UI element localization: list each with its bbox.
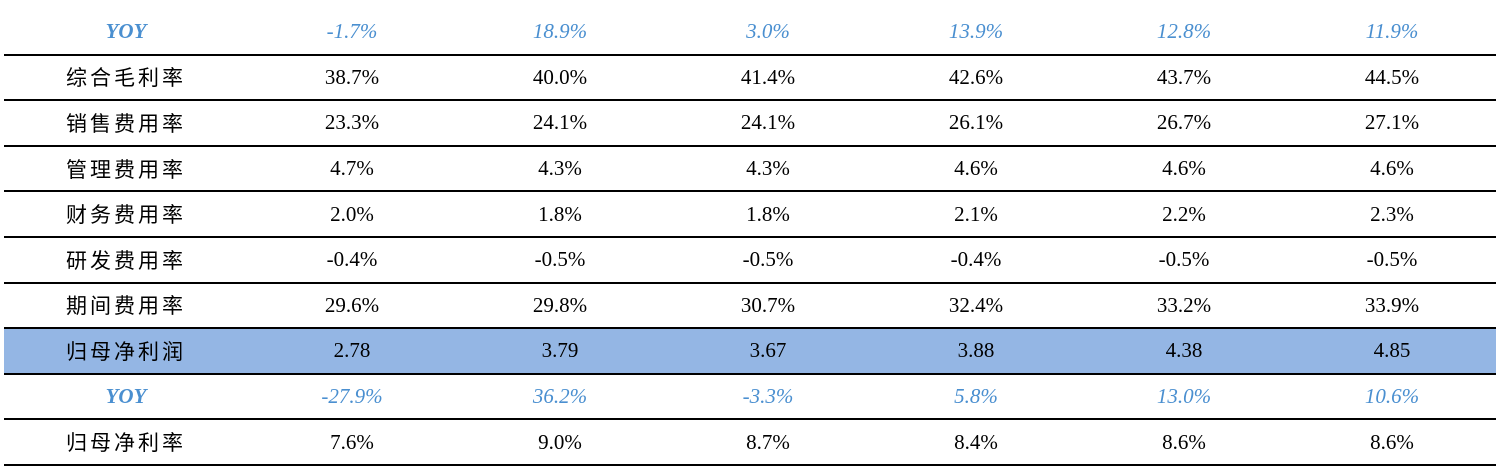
- table-cell: 3.88: [872, 328, 1080, 375]
- table-cell: 40.0%: [456, 54, 664, 102]
- table-cell: 18.9%: [456, 9, 664, 56]
- table-row: 销售费用率 23.3% 24.1% 24.1% 26.1% 26.7% 27.1%: [4, 100, 1496, 147]
- financial-ratio-table: YOY -1.7% 18.9% 3.0% 13.9% 12.8% 11.9% 综合毛利率 38.…: [4, 9, 1496, 466]
- table-cell: 4.38: [1080, 328, 1288, 375]
- table-cell: 13.9%: [872, 9, 1080, 56]
- table-cell: 7.6%: [248, 419, 456, 466]
- row-label: 管理费用率: [4, 145, 248, 193]
- table-cell: -0.4%: [872, 236, 1080, 284]
- table-cell: 4.85: [1288, 328, 1496, 375]
- table-cell: 38.7%: [248, 54, 456, 102]
- table-cell: 33.2%: [1080, 282, 1288, 330]
- table-cell: 1.8%: [664, 191, 872, 238]
- table-cell: 43.7%: [1080, 54, 1288, 102]
- table-cell: 4.6%: [872, 145, 1080, 193]
- highlighted-table-row: 归母净利润 2.78 3.79 3.67 3.88 4.38 4.85: [4, 328, 1496, 375]
- table-cell: 36.2%: [456, 373, 664, 421]
- table-cell: -0.5%: [1288, 236, 1496, 284]
- table-cell: 9.0%: [456, 419, 664, 466]
- table-cell: 13.0%: [1080, 373, 1288, 421]
- table-cell: 4.3%: [664, 145, 872, 193]
- table-cell: 24.1%: [456, 100, 664, 147]
- table-cell: 29.8%: [456, 282, 664, 330]
- row-label: 综合毛利率: [4, 54, 248, 102]
- table-cell: -0.5%: [664, 236, 872, 284]
- table-cell: 2.0%: [248, 191, 456, 238]
- row-label: 归母净利润: [4, 328, 248, 375]
- table-cell: 2.1%: [872, 191, 1080, 238]
- table-cell: 24.1%: [664, 100, 872, 147]
- yoy-row: YOY -27.9% 36.2% -3.3% 5.8% 13.0% 10.6%: [4, 373, 1496, 421]
- row-label: 研发费用率: [4, 236, 248, 284]
- table-cell: 33.9%: [1288, 282, 1496, 330]
- table-row: 期间费用率 29.6% 29.8% 30.7% 32.4% 33.2% 33.9%: [4, 282, 1496, 330]
- table-cell: 32.4%: [872, 282, 1080, 330]
- table-cell: 2.2%: [1080, 191, 1288, 238]
- table-cell: 5.8%: [872, 373, 1080, 421]
- table-cell: -1.7%: [248, 9, 456, 56]
- table-cell: 3.79: [456, 328, 664, 375]
- table-cell: 26.1%: [872, 100, 1080, 147]
- table-row: 综合毛利率 38.7% 40.0% 41.4% 42.6% 43.7% 44.5%: [4, 54, 1496, 102]
- table-cell: 23.3%: [248, 100, 456, 147]
- table-cell: 3.67: [664, 328, 872, 375]
- table-cell: 2.3%: [1288, 191, 1496, 238]
- table-cell: -0.4%: [248, 236, 456, 284]
- table-cell: 4.6%: [1080, 145, 1288, 193]
- table-cell: 4.7%: [248, 145, 456, 193]
- table-cell: 29.6%: [248, 282, 456, 330]
- table-cell: 8.4%: [872, 419, 1080, 466]
- table-cell: 1.8%: [456, 191, 664, 238]
- table-cell: 3.0%: [664, 9, 872, 56]
- table-cell: -0.5%: [456, 236, 664, 284]
- table-row: 财务费用率 2.0% 1.8% 1.8% 2.1% 2.2% 2.3%: [4, 191, 1496, 238]
- table-cell: 8.6%: [1288, 419, 1496, 466]
- table-cell: 10.6%: [1288, 373, 1496, 421]
- table-cell: -3.3%: [664, 373, 872, 421]
- table-cell: 12.8%: [1080, 9, 1288, 56]
- row-label: YOY: [4, 9, 248, 56]
- table-cell: 30.7%: [664, 282, 872, 330]
- table-cell: 26.7%: [1080, 100, 1288, 147]
- table-body: YOY -1.7% 18.9% 3.0% 13.9% 12.8% 11.9% 综合毛利率 38.…: [4, 9, 1496, 466]
- table-row: 归母净利率 7.6% 9.0% 8.7% 8.4% 8.6% 8.6%: [4, 419, 1496, 466]
- row-label: 销售费用率: [4, 100, 248, 147]
- row-label: 期间费用率: [4, 282, 248, 330]
- table-cell: 41.4%: [664, 54, 872, 102]
- table-cell: 8.7%: [664, 419, 872, 466]
- row-label: YOY: [4, 373, 248, 421]
- table-cell: 27.1%: [1288, 100, 1496, 147]
- table-cell: 4.3%: [456, 145, 664, 193]
- table-cell: 8.6%: [1080, 419, 1288, 466]
- table-row: 研发费用率 -0.4% -0.5% -0.5% -0.4% -0.5% -0.5%: [4, 236, 1496, 284]
- row-label: 归母净利率: [4, 419, 248, 466]
- table-cell: 4.6%: [1288, 145, 1496, 193]
- row-label: 财务费用率: [4, 191, 248, 238]
- table-cell: 2.78: [248, 328, 456, 375]
- table-row: 管理费用率 4.7% 4.3% 4.3% 4.6% 4.6% 4.6%: [4, 145, 1496, 193]
- table-cell: -0.5%: [1080, 236, 1288, 284]
- table-cell: 44.5%: [1288, 54, 1496, 102]
- table-cell: 11.9%: [1288, 9, 1496, 56]
- table-cell: 42.6%: [872, 54, 1080, 102]
- yoy-row: YOY -1.7% 18.9% 3.0% 13.9% 12.8% 11.9%: [4, 9, 1496, 56]
- table-cell: -27.9%: [248, 373, 456, 421]
